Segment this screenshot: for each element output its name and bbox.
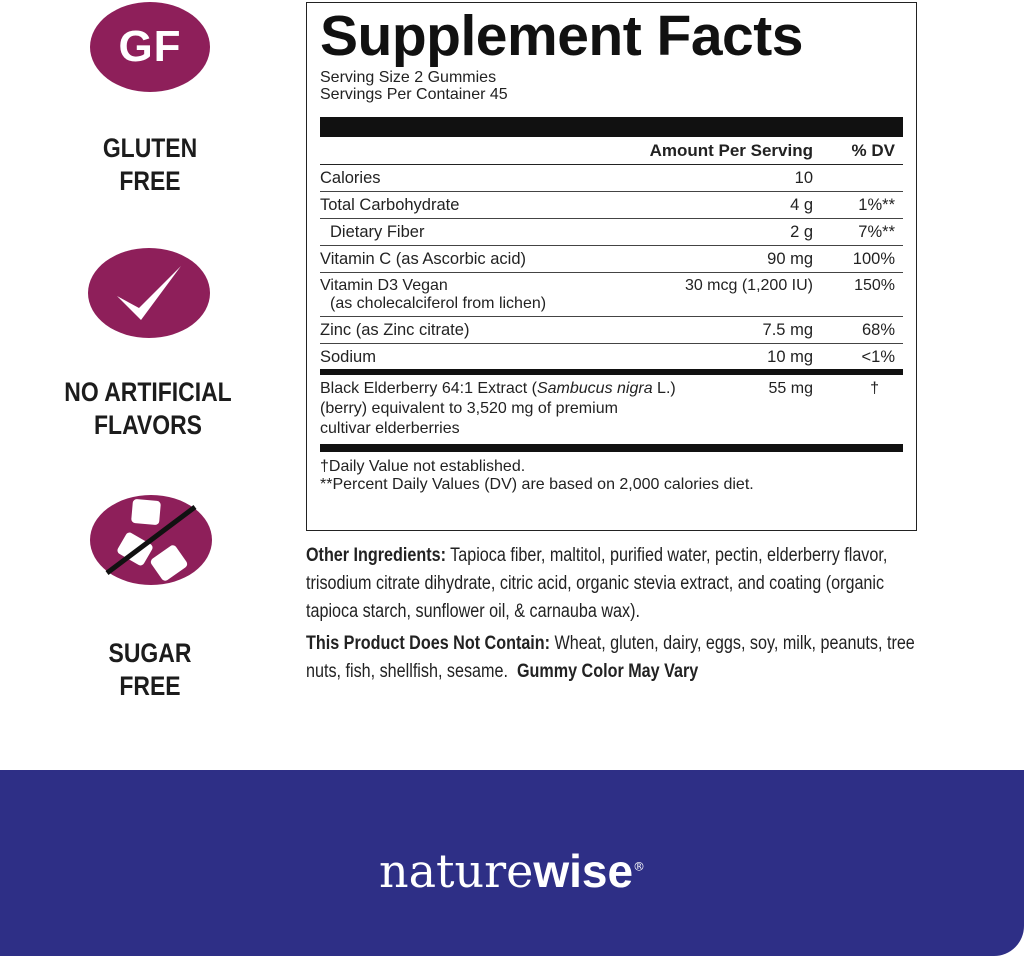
nutrient-row: Sodium 10 mg <1% [320, 348, 895, 366]
badge-no-artificial-flavors: NO ARTIFICIAL FLAVORS [64, 248, 232, 442]
supplement-facts-panel: Supplement Facts Serving Size 2 Gummies … [306, 2, 917, 531]
divider [320, 369, 903, 375]
nutrient-row: Vitamin C (as Ascorbic acid) 90 mg 100% [320, 246, 903, 273]
nutrient-row: Dietary Fiber 2 g 7%** [320, 219, 903, 246]
brand-logo: naturewise® [378, 844, 646, 898]
badge-label: FREE [119, 671, 181, 701]
nutrient-row: Vitamin D3 Vegan (as cholecalciferol from… [320, 273, 903, 317]
nutrient-row: Total Carbohydrate 4 g 1%** [320, 192, 903, 219]
facts-header: Amount Per Serving% DV [320, 137, 903, 165]
badge-label: GLUTEN [102, 133, 198, 163]
nutrient-row: Zinc (as Zinc citrate) 7.5 mg 68% [320, 317, 903, 344]
nutrient-row-elderberry: Black Elderberry 64:1 Extract (Sambucus … [320, 380, 879, 437]
brand-banner: naturewise® [0, 770, 1024, 956]
serving-size: Serving Size 2 Gummies [320, 69, 497, 86]
footnote: **Percent Daily Values (DV) are based on… [320, 476, 754, 493]
divider [320, 444, 903, 452]
facts-title: Supplement Facts [320, 4, 803, 68]
checkmark-icon [88, 248, 210, 338]
nutrient-row: Calories 10 [320, 165, 903, 192]
servings-per-container: Servings Per Container 45 [320, 86, 508, 103]
badge-label: FLAVORS [94, 410, 202, 440]
no-sugar-icon [90, 495, 212, 585]
ingredients-text: Other Ingredients: Tapioca fiber, maltit… [306, 545, 915, 682]
badge-label: SUGAR [108, 638, 192, 668]
gf-icon: GF [90, 2, 210, 92]
badge-label: NO ARTIFICIAL [64, 377, 232, 407]
badge-sugar-free: SUGAR FREE [90, 495, 212, 703]
footnote: †Daily Value not established. [320, 458, 526, 475]
divider [320, 117, 903, 137]
badge-gluten-free: GF GLUTEN FREE [90, 2, 210, 198]
badge-label: FREE [119, 166, 181, 196]
